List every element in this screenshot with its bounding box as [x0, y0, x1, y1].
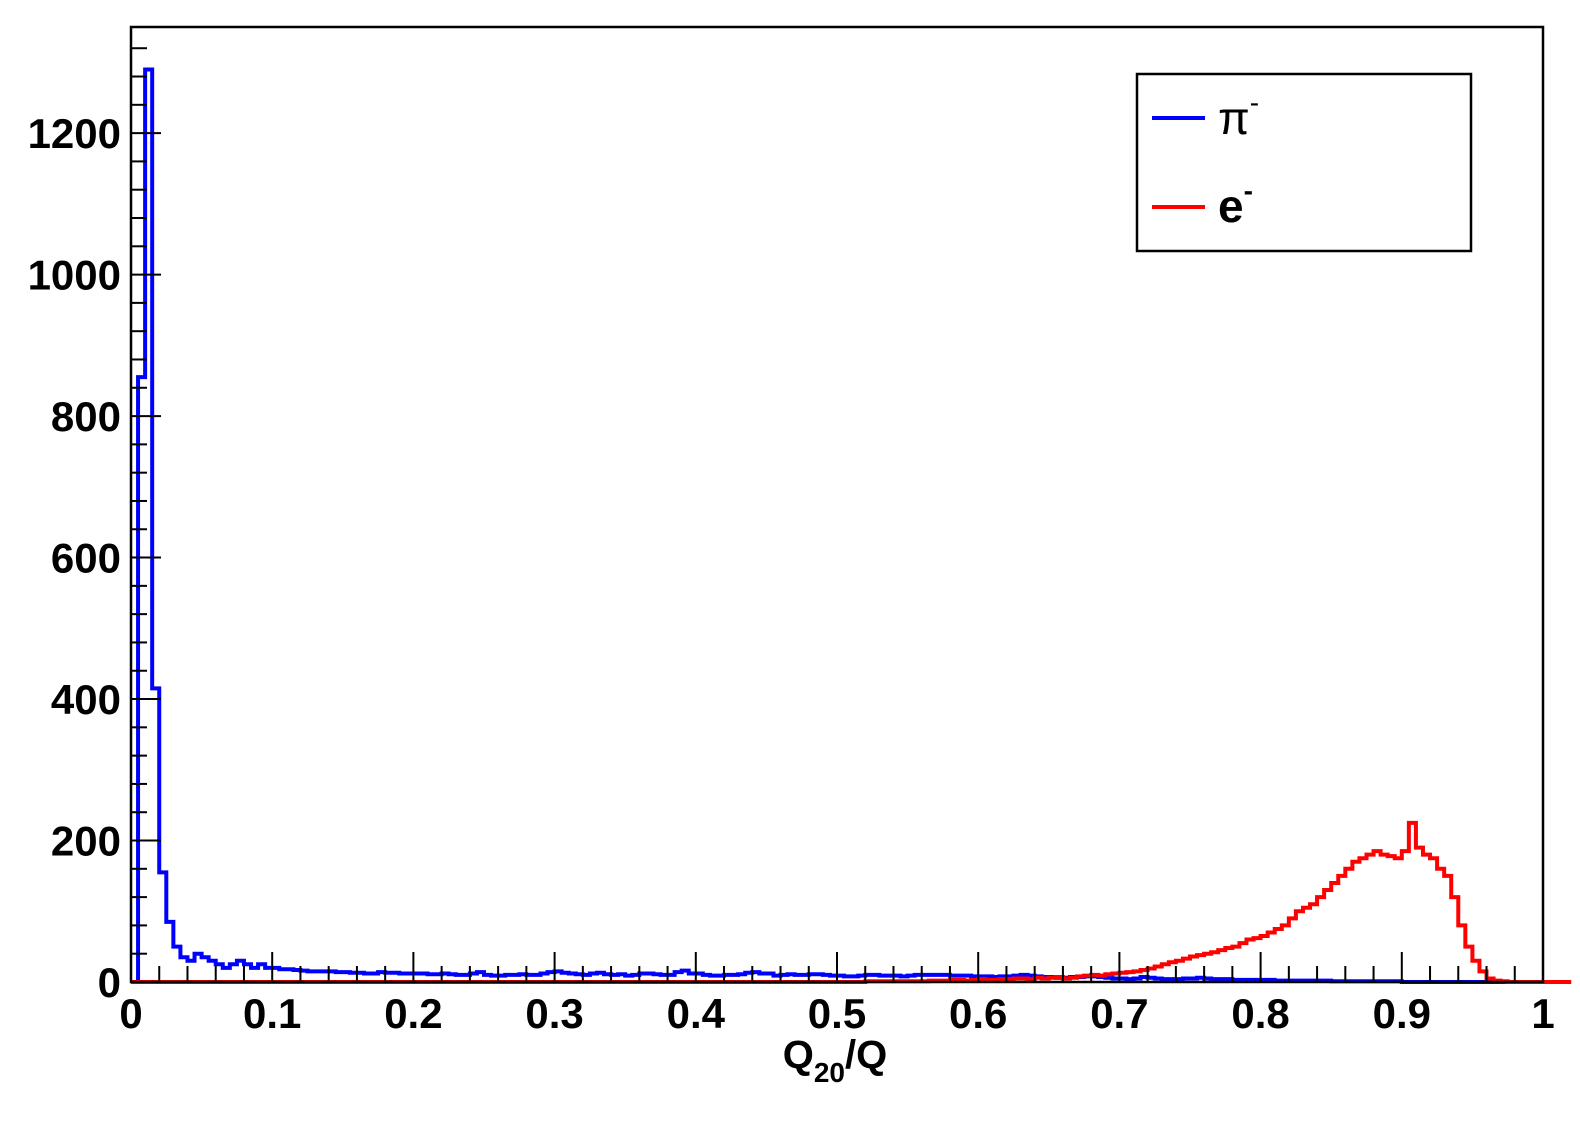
tick-labels-layer: 0 0.1 0.2 0.3 0.4 0.5 0.6 0.7 0.8 0.9 1 0 200 400 600 8…: [28, 110, 1555, 1037]
ticks-layer: [130, 47, 1544, 983]
x-axis-title: Q20/Q: [783, 1033, 888, 1088]
y-tick-label: 0: [98, 959, 121, 1006]
x-tick-label: 0.4: [667, 990, 726, 1037]
legend-box: [1135, 72, 1473, 253]
y-tick-label: 200: [51, 818, 121, 865]
x-tick-label: 0.6: [949, 990, 1007, 1037]
x-tick-label: 0: [119, 990, 142, 1037]
legend-label-e: e-: [1218, 175, 1253, 232]
x-tick-label: 0.9: [1373, 990, 1431, 1037]
x-tick-label: 1: [1531, 990, 1554, 1037]
x-tick-label: 0.7: [1090, 990, 1148, 1037]
x-tick-label: 0.2: [384, 990, 442, 1037]
y-tick-label: 800: [51, 393, 121, 440]
x-tick-label: 0.3: [525, 990, 583, 1037]
x-tick-label: 0.5: [808, 990, 866, 1037]
y-tick-label: 600: [51, 535, 121, 582]
y-tick-label: 1000: [28, 252, 121, 299]
x-tick-label: 0.8: [1231, 990, 1289, 1037]
legend-label-pi: π-: [1218, 87, 1259, 144]
y-tick-label: 1200: [28, 110, 121, 157]
x-axis-title-rest: /Q: [845, 1033, 887, 1077]
y-tick-label: 400: [51, 676, 121, 723]
x-axis-title-main: Q: [783, 1033, 814, 1077]
legend: π- e-: [1135, 72, 1473, 253]
x-tick-label: 0.1: [243, 990, 301, 1037]
x-axis-title-sub: 20: [814, 1057, 845, 1088]
series-line-0: [131, 67, 1565, 984]
